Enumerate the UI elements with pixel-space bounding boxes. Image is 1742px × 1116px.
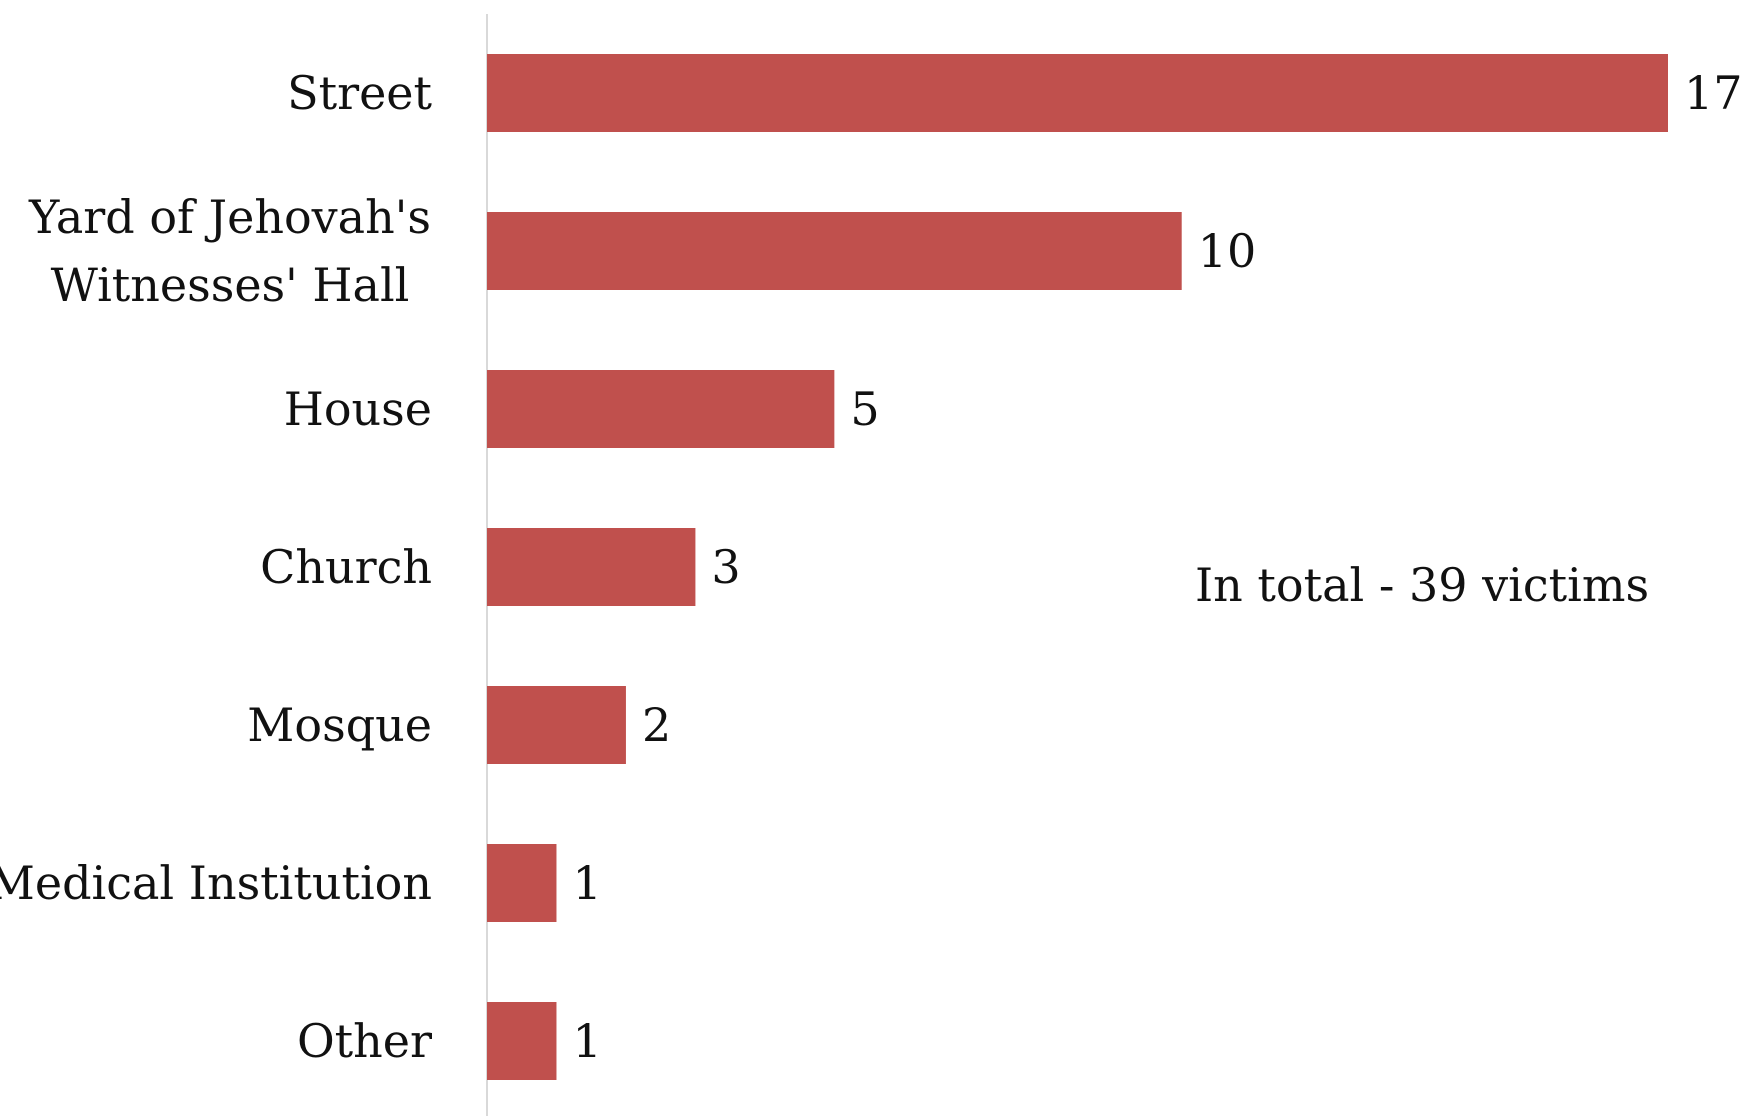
category-label-6: Other	[297, 1014, 432, 1068]
category-label-1-line-0: Yard of Jehovah's	[28, 190, 431, 244]
bar-2	[487, 370, 835, 448]
category-label-1: Yard of Jehovah's Witnesses' Hall	[28, 190, 431, 312]
category-label-5: Medical Institution	[0, 856, 432, 910]
bar-5	[487, 844, 557, 922]
category-label-group: Street Yard of Jehovah's Witnesses' Hall Ho…	[0, 66, 433, 1068]
value-label-group: 17 10 5 3 2 1 1	[572, 66, 1742, 1068]
bar-group	[487, 54, 1668, 1080]
value-label-4: 2	[642, 698, 671, 752]
value-label-2: 5	[850, 382, 879, 436]
category-label-2: House	[284, 382, 432, 436]
bar-0	[487, 54, 1668, 132]
category-label-1-line-1: Witnesses' Hall	[51, 258, 410, 312]
bar-1	[487, 212, 1182, 290]
category-label-0: Street	[287, 66, 432, 120]
category-label-3: Church	[260, 540, 432, 594]
value-label-1: 10	[1198, 224, 1257, 278]
bar-3	[487, 528, 696, 606]
value-label-3: 3	[711, 540, 740, 594]
value-label-5: 1	[572, 856, 601, 910]
bar-4	[487, 686, 626, 764]
category-label-4: Mosque	[247, 698, 432, 752]
total-annotation: In total - 39 victims	[1195, 558, 1649, 612]
value-label-6: 1	[572, 1014, 601, 1068]
value-label-0: 17	[1684, 66, 1742, 120]
bar-6	[487, 1002, 557, 1080]
